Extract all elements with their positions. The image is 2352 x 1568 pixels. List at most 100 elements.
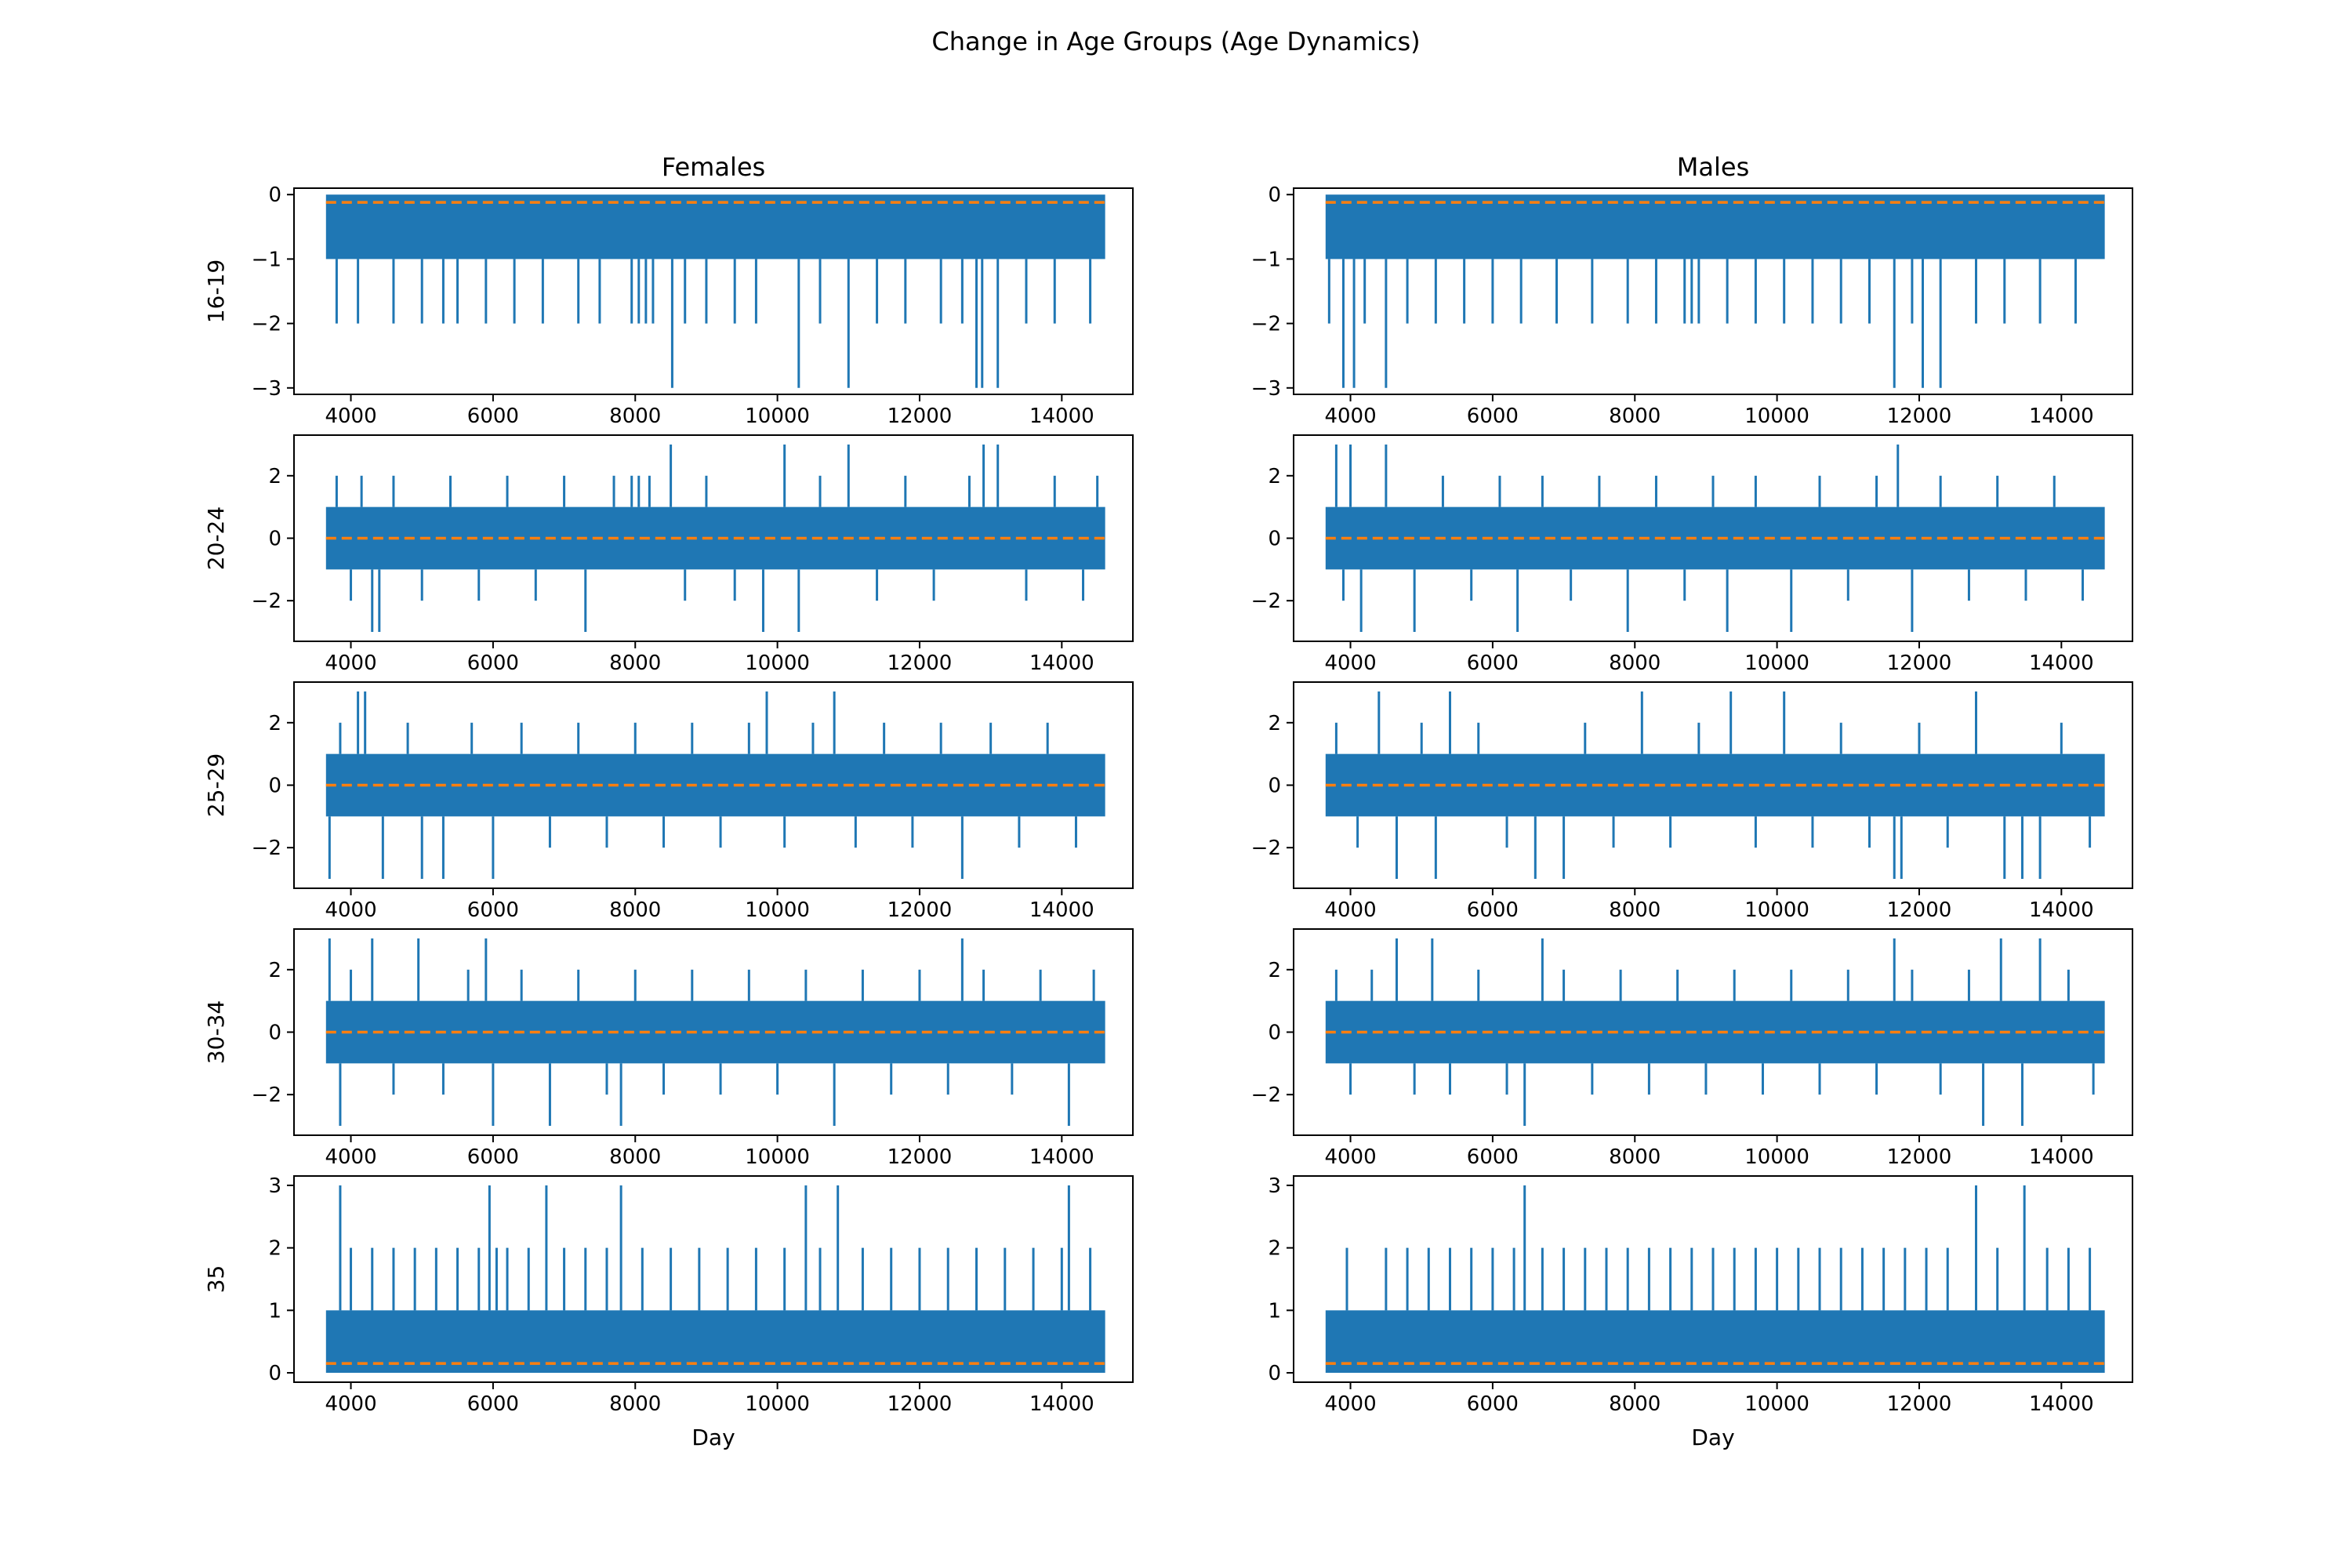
x-tick-label-6000: 6000 xyxy=(1467,898,1519,922)
y-tick-label-2: 2 xyxy=(1268,1237,1281,1261)
x-tick-label-4000: 4000 xyxy=(1324,1145,1376,1169)
y-axis-label: 30-34 xyxy=(203,1000,229,1064)
axes-frame xyxy=(1293,1175,2133,1383)
x-tick-label-4000: 4000 xyxy=(1324,1392,1376,1416)
y-tick-label--2: −2 xyxy=(1251,590,1281,613)
axes-frame xyxy=(293,187,1134,395)
x-tick-label-10000: 10000 xyxy=(745,898,810,922)
x-tick-label-4000: 4000 xyxy=(1324,405,1376,428)
x-axis-label: Day xyxy=(1691,1425,1734,1450)
x-tick-label-8000: 8000 xyxy=(1609,652,1661,675)
data-layer xyxy=(325,1185,1105,1374)
x-tick-label-6000: 6000 xyxy=(1467,1145,1519,1169)
y-tick-label-2: 2 xyxy=(268,465,281,488)
y-tick-label-1: 1 xyxy=(268,1299,281,1323)
x-tick-label-12000: 12000 xyxy=(1887,898,1952,922)
data-layer xyxy=(325,444,1105,633)
subplot-females-25-29: 4000 6000 8000 10000 12000 14000 −2 0 2 25-29 xyxy=(203,681,1134,922)
y-tick-label-3: 3 xyxy=(268,1174,281,1198)
x-tick-label-12000: 12000 xyxy=(1887,1145,1952,1169)
y-tick-label-0: 0 xyxy=(268,775,281,798)
x-tick-label-10000: 10000 xyxy=(745,405,810,428)
y-axis-label: 20-24 xyxy=(203,506,229,570)
subplot-females-35: 4000 6000 8000 10000 12000 14000 0 1 2 3 35 Day xyxy=(203,1174,1134,1450)
x-tick-label-14000: 14000 xyxy=(2029,405,2094,428)
data-layer xyxy=(325,938,1105,1127)
subplot-males-35: 4000 6000 8000 10000 12000 14000 0 1 2 3 Day xyxy=(1268,1174,2133,1450)
x-tick-label-8000: 8000 xyxy=(609,1145,661,1169)
x-tick-label-8000: 8000 xyxy=(1609,1392,1661,1416)
data-layer xyxy=(1325,194,2105,388)
y-tick-label-0: 0 xyxy=(1268,183,1281,207)
x-tick-label-14000: 14000 xyxy=(2029,1392,2094,1416)
x-tick-label-10000: 10000 xyxy=(1744,1392,1809,1416)
x-tick-label-10000: 10000 xyxy=(1744,652,1809,675)
x-tick-label-8000: 8000 xyxy=(1609,1145,1661,1169)
axes-frame xyxy=(1293,187,2133,395)
x-tick-label-6000: 6000 xyxy=(1467,1392,1519,1416)
x-tick-label-6000: 6000 xyxy=(467,1145,519,1169)
x-tick-label-8000: 8000 xyxy=(609,1392,661,1416)
y-tick-label-2: 2 xyxy=(268,712,281,735)
x-tick-label-4000: 4000 xyxy=(325,652,376,675)
y-tick-label--2: −2 xyxy=(252,837,281,860)
y-tick-label-2: 2 xyxy=(268,959,281,982)
x-tick-label-4000: 4000 xyxy=(1324,652,1376,675)
x-tick-label-10000: 10000 xyxy=(1744,405,1809,428)
y-axis-label: 25-29 xyxy=(203,753,229,817)
x-tick-label-4000: 4000 xyxy=(1324,898,1376,922)
x-tick-label-4000: 4000 xyxy=(325,1392,376,1416)
y-tick-label--3: −3 xyxy=(1251,377,1281,401)
subplot-males-30-34: 4000 6000 8000 10000 12000 14000 −2 0 2 xyxy=(1251,928,2133,1169)
x-tick-label-10000: 10000 xyxy=(745,1145,810,1169)
y-tick-label-2: 2 xyxy=(1268,959,1281,982)
y-tick-label-0: 0 xyxy=(1268,775,1281,798)
x-tick-label-12000: 12000 xyxy=(887,1392,953,1416)
subplot-males-25-29: 4000 6000 8000 10000 12000 14000 −2 0 2 xyxy=(1251,681,2133,922)
series-band xyxy=(325,194,1105,260)
data-layer xyxy=(325,691,1105,880)
data-layer xyxy=(325,194,1105,388)
x-tick-label-12000: 12000 xyxy=(887,1145,953,1169)
axes-frame xyxy=(293,1175,1134,1383)
x-tick-label-12000: 12000 xyxy=(1887,405,1952,428)
x-tick-label-6000: 6000 xyxy=(467,405,519,428)
series-band xyxy=(1325,194,2105,260)
y-tick-label--2: −2 xyxy=(1251,1083,1281,1107)
x-tick-label-12000: 12000 xyxy=(887,405,953,428)
y-tick-label-2: 2 xyxy=(1268,465,1281,488)
x-tick-label-12000: 12000 xyxy=(1887,1392,1952,1416)
x-tick-label-4000: 4000 xyxy=(325,405,376,428)
y-tick-label-2: 2 xyxy=(1268,712,1281,735)
x-tick-label-6000: 6000 xyxy=(467,1392,519,1416)
subplot-females-30-34: 4000 6000 8000 10000 12000 14000 −2 0 2 30-34 xyxy=(203,928,1134,1169)
x-tick-label-14000: 14000 xyxy=(1029,898,1094,922)
x-tick-label-12000: 12000 xyxy=(1887,652,1952,675)
x-tick-label-14000: 14000 xyxy=(2029,898,2094,922)
subplot-females-20-24: 4000 6000 8000 10000 12000 14000 −2 0 2 20-24 xyxy=(203,434,1134,675)
y-tick-label--1: −1 xyxy=(252,248,281,271)
x-tick-label-14000: 14000 xyxy=(2029,652,2094,675)
x-axis-label: Day xyxy=(691,1425,735,1450)
data-layer xyxy=(1325,938,2105,1127)
x-tick-label-6000: 6000 xyxy=(1467,405,1519,428)
y-tick-label--2: −2 xyxy=(1251,313,1281,336)
column-title: Females xyxy=(662,152,765,182)
x-tick-label-14000: 14000 xyxy=(1029,1392,1094,1416)
y-tick-label--3: −3 xyxy=(252,377,281,401)
y-tick-label-0: 0 xyxy=(268,1362,281,1385)
x-tick-label-6000: 6000 xyxy=(467,652,519,675)
data-layer xyxy=(1325,444,2105,633)
x-tick-label-12000: 12000 xyxy=(887,652,953,675)
figure-title: Change in Age Groups (Age Dynamics) xyxy=(931,27,1420,56)
x-tick-label-8000: 8000 xyxy=(609,405,661,428)
column-title: Males xyxy=(1677,152,1749,182)
y-tick-label--2: −2 xyxy=(252,590,281,613)
x-tick-label-8000: 8000 xyxy=(609,652,661,675)
y-tick-label-3: 3 xyxy=(1268,1174,1281,1198)
x-tick-label-8000: 8000 xyxy=(609,898,661,922)
y-axis-label: 16-19 xyxy=(203,260,229,323)
x-tick-label-4000: 4000 xyxy=(325,898,376,922)
subplot-males-16-19: 4000 6000 8000 10000 12000 14000 −3 −2 −1 0 Males xyxy=(1251,152,2133,428)
